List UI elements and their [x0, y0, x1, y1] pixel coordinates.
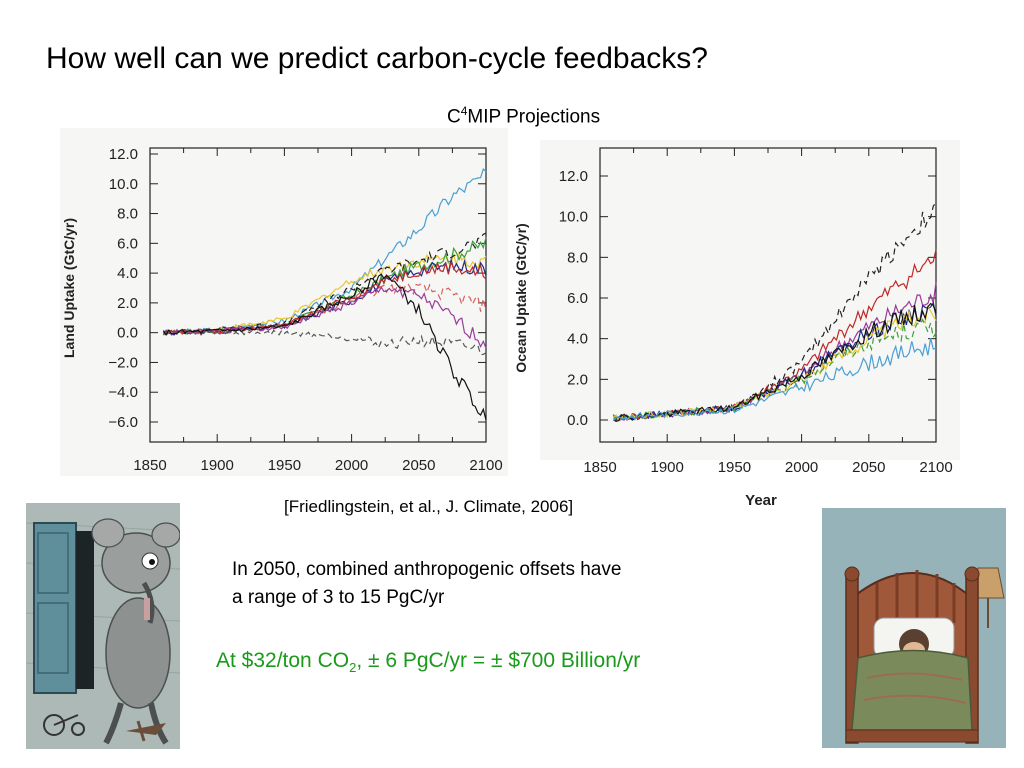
note-line-1: In 2050, combined anthropogenic offsets … — [232, 559, 622, 580]
x-tick-label: 1950 — [268, 457, 301, 474]
cost-part-1: At $32/ton CO — [216, 649, 350, 672]
y-axis-title: Land Uptake (GtC/yr) — [61, 218, 77, 358]
monster-closet-illustration — [26, 503, 180, 749]
child-in-bed-illustration — [822, 508, 1006, 748]
x-tick-label: 2100 — [919, 459, 952, 476]
y-tick-label: 12.0 — [559, 168, 588, 185]
y-tick-label: −6.0 — [108, 414, 138, 431]
chart-title-prefix: C — [447, 106, 461, 128]
ocean-uptake-chart: 1850 1900 1950 2000 2050 2100 12.0 10.0 8.0 6.0 4.… — [513, 140, 960, 509]
y-tick-label: 6.0 — [567, 290, 588, 307]
y-tick-label: 0.0 — [117, 325, 138, 342]
x-tick-label: 1850 — [133, 457, 166, 474]
series-line — [163, 329, 487, 356]
x-tick-label: 1900 — [651, 459, 684, 476]
x-tick-label: 2100 — [469, 457, 502, 474]
chart-group-title: C4MIP Projections — [447, 104, 600, 128]
citation: [Friedlingstein, et al., J. Climate, 200… — [284, 497, 574, 516]
cost-statement: At $32/ton CO2, ± 6 PgC/yr = ± $700 Bill… — [216, 649, 640, 675]
note-line-2: a range of 3 to 15 PgC/yr — [232, 587, 445, 608]
y-tick-label: 10.0 — [559, 209, 588, 226]
y-tick-label: 12.0 — [109, 146, 138, 163]
series-line — [613, 302, 937, 422]
slide-title: How well can we predict carbon-cycle fee… — [46, 42, 708, 75]
x-tick-label: 1850 — [583, 459, 616, 476]
series-line — [612, 304, 937, 422]
y-tick-label: 2.0 — [117, 295, 138, 312]
x-tick-label: 1900 — [201, 457, 234, 474]
series-line — [163, 282, 487, 336]
y-tick-label: 2.0 — [567, 371, 588, 388]
plot-background — [60, 128, 508, 476]
x-tick-label: 2050 — [402, 457, 435, 474]
cost-subscript: 2 — [349, 660, 357, 676]
x-tick-label: 2000 — [335, 457, 368, 474]
x-axis-title: Year — [745, 492, 777, 509]
y-tick-label: −2.0 — [108, 354, 138, 371]
y-tick-label: 4.0 — [117, 265, 138, 282]
x-tick-label: 2000 — [785, 459, 818, 476]
plot-background — [540, 140, 960, 460]
cost-part-2: , ± 6 PgC/yr = ± $700 Billion/yr — [356, 649, 641, 672]
x-tick-label: 2050 — [852, 459, 885, 476]
series-line — [612, 338, 937, 422]
note-text: In 2050, combined anthropogenic offsets … — [232, 556, 792, 612]
chart-title-rest: MIP Projections — [467, 106, 601, 128]
series-line — [613, 318, 937, 421]
y-axis-title: Ocean Uptake (GtC/yr) — [513, 223, 529, 372]
series-line — [162, 273, 487, 421]
x-tick-label: 1950 — [718, 459, 751, 476]
y-tick-label: 4.0 — [567, 331, 588, 348]
y-tick-label: 8.0 — [117, 206, 138, 223]
y-tick-label: 8.0 — [567, 249, 588, 266]
y-tick-label: −4.0 — [108, 384, 138, 401]
y-tick-label: 6.0 — [117, 235, 138, 252]
land-uptake-chart: 1850 1900 1950 2000 2050 2100 12.0 10.0 8.0 6.0 4.… — [60, 128, 508, 476]
y-tick-label: 10.0 — [109, 176, 138, 193]
chart-title-superscript: 4 — [460, 104, 468, 118]
series-line — [612, 202, 937, 423]
y-tick-label: 0.0 — [567, 412, 588, 429]
